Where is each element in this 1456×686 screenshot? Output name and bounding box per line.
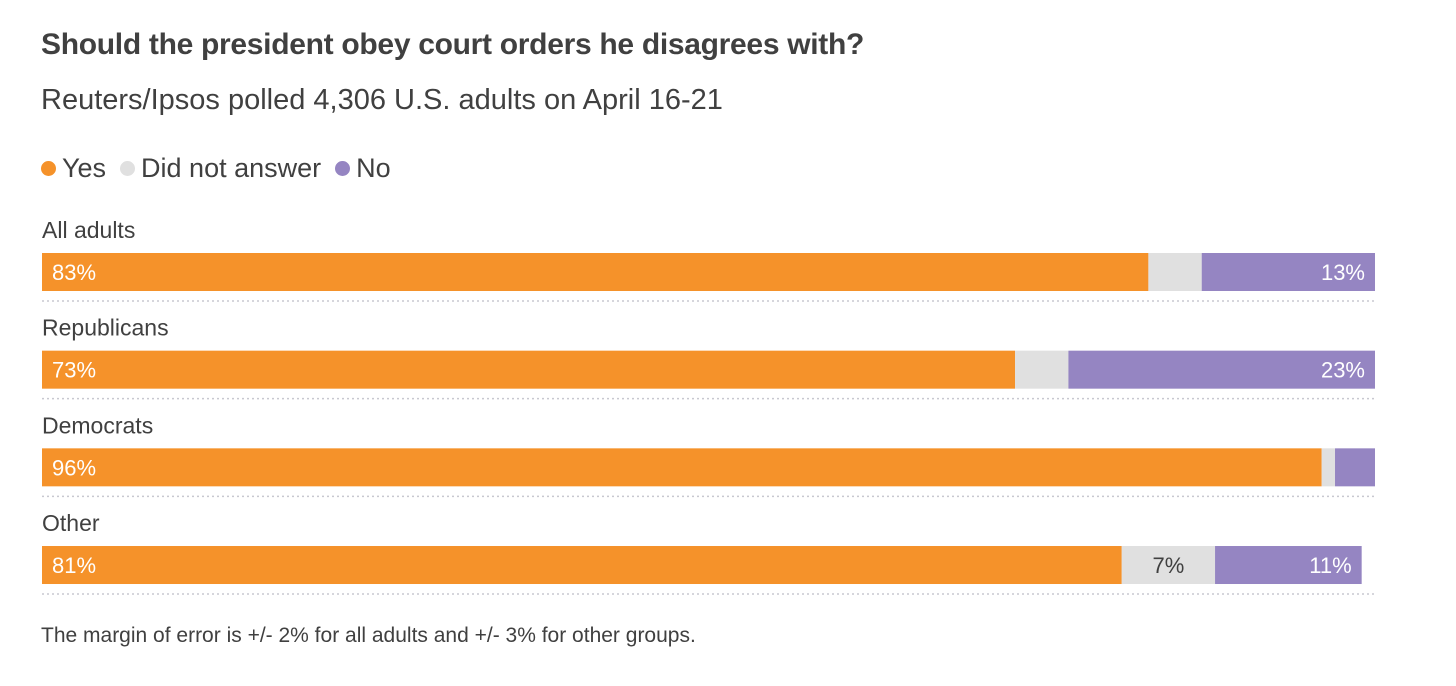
data-label-did-not-answer-other: 7% [1152,553,1184,578]
bar-segment-no-democrats [1335,448,1375,487]
bar-segment-no-all-adults [1201,253,1375,291]
legend-label-no: No [356,152,391,183]
bar-segment-no-republicans [1068,350,1375,389]
bar-segment-yes-republicans [42,350,1016,389]
bar-segment-yes-all-adults [42,253,1149,291]
legend-swatch-yes [41,160,56,176]
legend-item-did-not-answer: Did not answer [120,153,321,184]
data-label-no-other: 11% [1309,553,1351,578]
chart-title: Should the president obey court orders h… [41,28,865,61]
legend: Yes Did not answer No [41,151,405,185]
row-label-other: Other [42,510,100,536]
bar-segment-yes-democrats [42,448,1322,487]
footnote: The margin of error is +/- 2% for all ad… [41,624,696,647]
row-label-democrats: Democrats [42,412,153,438]
bar-segment-did-not-answer-all-adults [1148,253,1202,291]
data-label-yes-other: 81% [52,553,96,578]
legend-swatch-did-not-answer [120,160,136,176]
data-label-yes-republicans: 73% [52,358,96,383]
data-label-yes-all-adults: 83% [52,260,96,285]
legend-label-did-not-answer: Did not answer [141,152,322,183]
data-label-yes-democrats: 96% [52,455,96,480]
legend-label-yes: Yes [62,152,107,183]
legend-swatch-no [335,160,351,176]
bar-segment-did-not-answer-other [1121,546,1216,585]
bar-segment-did-not-answer-republicans [1015,350,1069,389]
chart-subtitle: Reuters/Ipsos polled 4,306 U.S. adults o… [41,84,723,116]
bar-segment-no-other [1215,546,1362,585]
legend-item-yes: Yes [41,153,106,184]
data-label-no-all-adults: 13% [1321,260,1365,285]
bar-segment-did-not-answer-democrats [1321,448,1336,487]
row-label-republicans: Republicans [42,315,169,341]
legend-item-no: No [335,153,391,184]
bar-segment-yes-other [42,546,1122,585]
data-label-no-republicans: 23% [1321,358,1365,383]
row-label-all-adults: All adults [42,217,135,243]
